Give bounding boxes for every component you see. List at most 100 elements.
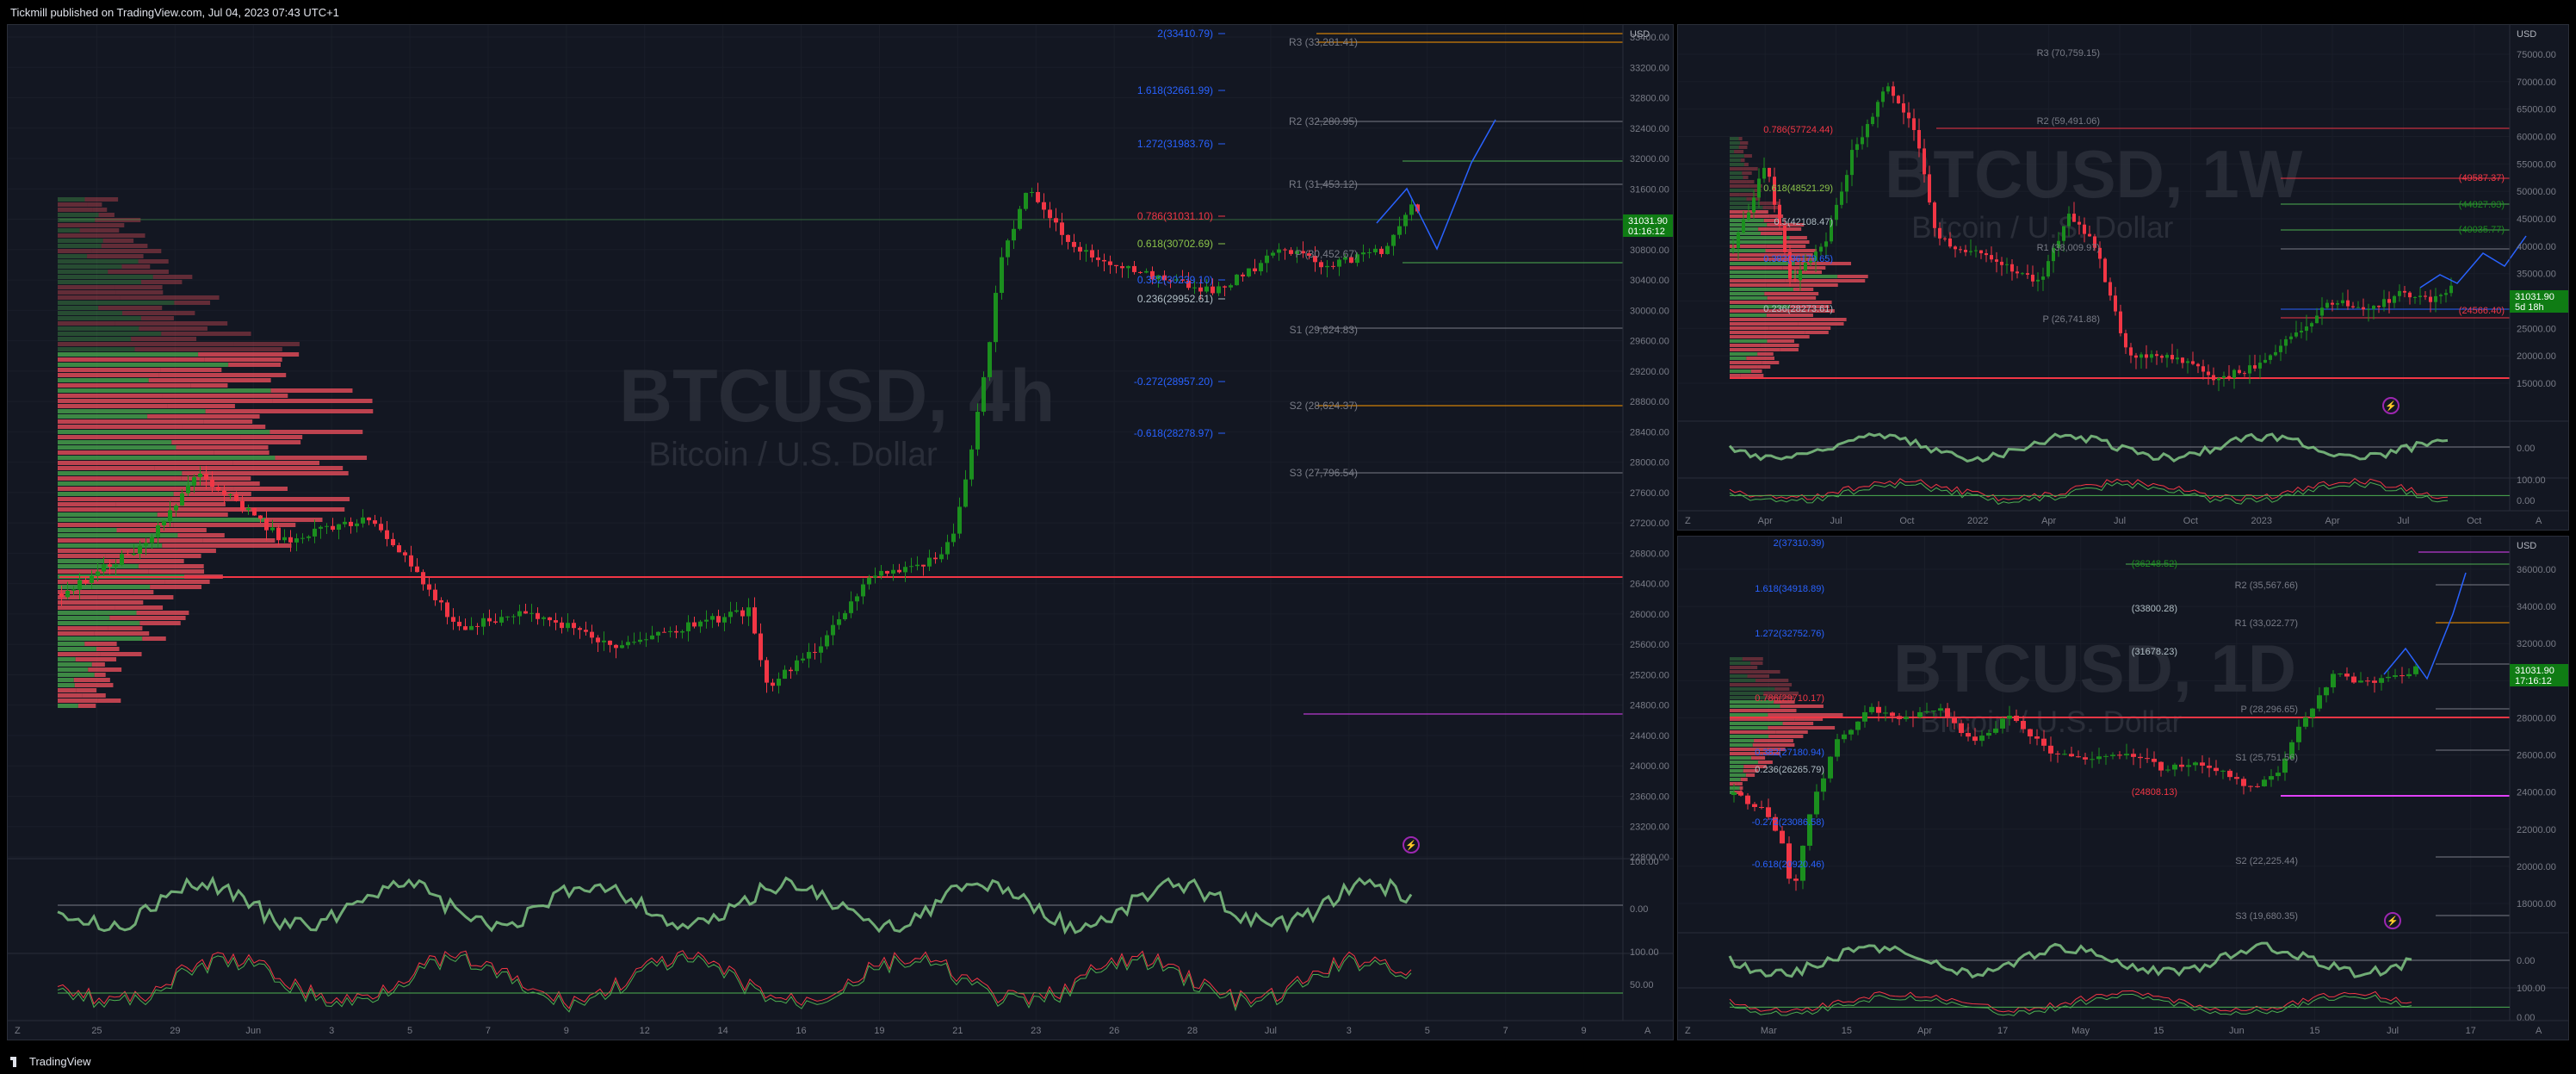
volume-bar-up [58,249,92,253]
candle-body [2014,715,2019,722]
candle-body [439,599,443,603]
candle-body [572,623,576,629]
volume-bar-up [1730,344,1761,347]
pivot-label: S3 (27,796.54) [1290,467,1358,479]
volume-bar-down [1757,760,1773,764]
chart-panel-4h[interactable]: BTCUSD, 4h Bitcoin / U.S. Dollar 2(33410.7… [7,24,1674,1040]
candle-body [2036,279,2040,282]
volume-bar-up [58,502,116,506]
volume-bar-down [77,704,96,708]
candle-body [1959,249,1962,251]
volume-bar-down [1739,141,1749,145]
candle-body [2078,221,2081,225]
volume-bar-down [75,657,117,661]
stoch-d-line [1729,481,2449,506]
volume-bar-up [58,275,153,279]
volume-bar-up [1730,163,1744,166]
candle-body [2372,306,2375,309]
footer-bar: TradingView [0,1049,2576,1074]
candle-body [1731,792,1737,795]
volume-bar-up [58,332,162,336]
chart-panel-1d[interactable]: BTCUSD, 1D Bitcoin / U.S. Dollar 2(37310.3… [1677,536,2569,1040]
candle-body [765,660,769,683]
volume-bar-down [161,332,251,336]
candle-body [1883,712,1888,714]
candle-body [1835,204,1838,220]
candle-body [915,564,920,567]
volume-bar-down [272,399,373,403]
volume-bar-down [1738,146,1748,149]
candle-body [590,631,594,638]
volume-bar-up [1730,189,1755,192]
fib-level-label: 0.618(30702.69) [1137,238,1213,250]
volume-bar-down [205,409,374,413]
price-tick-label: 29600.00 [1630,337,1669,347]
candle-body [2263,359,2267,363]
candle-body [2110,754,2115,756]
volume-bar-down [1780,705,1824,708]
chart-panel-1w[interactable]: BTCUSD, 1W Bitcoin / U.S. Dollar 0.786(577… [1677,24,2569,531]
volume-bar-down [1766,314,1813,317]
volume-bar-down [1760,232,1783,235]
volume-bar-down [275,456,368,460]
volume-bar-down [1739,193,1758,196]
candle-body [2413,666,2418,674]
candle-body [1174,279,1179,281]
candle-body [294,538,299,543]
candle-body [873,575,877,578]
candle-body [349,521,353,526]
volume-bar-up [1730,713,1768,717]
volume-bar-down [1754,739,1793,742]
currency-label: USD [1630,29,1650,40]
candle-body [2139,354,2143,358]
tradingview-brand[interactable]: TradingView [10,1055,91,1068]
candle-body [1855,721,1861,730]
volume-bar-down [1749,184,1762,188]
candle-body [2310,708,2315,717]
volume-bar-up [58,580,165,584]
candle-body [517,611,522,617]
countdown-label: 01:16:12 [1628,227,1665,237]
volume-bar-down [1743,163,1749,166]
candle-body [2158,761,2164,771]
volume-bar-down [138,259,169,264]
candle-body [2145,354,2148,358]
candle-body [1762,167,1766,179]
volume-bar-up [58,600,103,605]
candle-body [771,682,775,686]
pivot-label: S1 (29,624.83) [1290,324,1358,336]
volume-bar-up [58,316,141,320]
candle-body [2047,261,2050,277]
price-tick-label: 32400.00 [1630,124,1669,134]
volume-bar-down [1764,292,1819,295]
candle-body [1319,262,1323,268]
candle-body [2227,376,2231,378]
volume-bar-down [96,223,125,227]
volume-bar-down [1743,769,1759,773]
candle-body [1253,268,1257,271]
time-tick-label: 15 [1842,1026,1852,1036]
candle-body [463,626,468,630]
candle-body [1150,270,1155,280]
watermark-name: Bitcoin / U.S. Dollar [1911,211,2173,245]
candle-body [1108,261,1112,265]
candle-body [2041,276,2045,280]
candle-body [1881,91,1885,102]
candle-body [210,479,214,487]
volume-bar-up [58,698,98,703]
candle-body [2201,366,2205,372]
volume-bar-up [58,254,88,258]
candle-body [1768,167,1771,177]
volume-bar-down [73,678,110,682]
candle-body [1096,257,1100,260]
candle-body [1186,280,1191,289]
candle-body [313,528,317,537]
candle-body [1745,795,1750,804]
candle-body [1923,148,1926,175]
volume-bar-up [1730,236,1790,239]
candle-body [445,602,449,618]
candle-body [1972,736,1978,742]
